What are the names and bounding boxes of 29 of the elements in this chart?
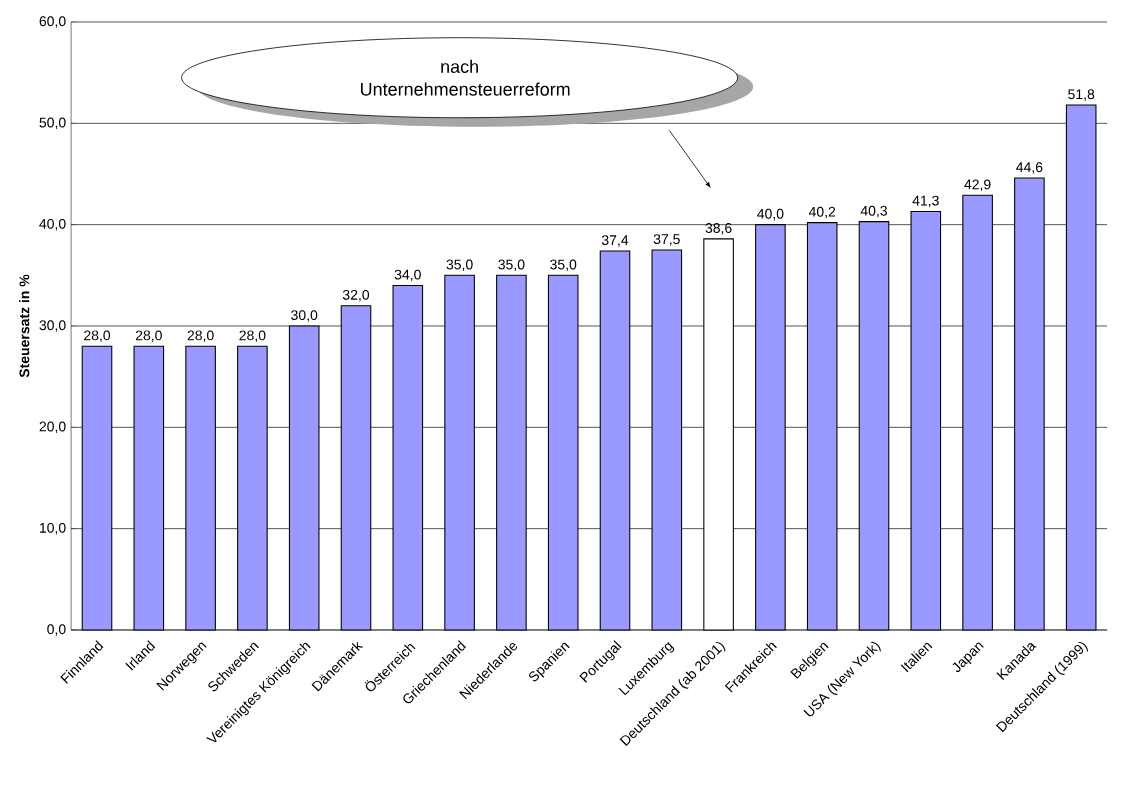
data-label: 28,0 [135,330,162,342]
data-label: 35,0 [498,259,525,272]
y-axis-title: Steuersatz in % [19,274,30,378]
data-label: 51,8 [1068,89,1095,101]
data-label: 40,3 [860,205,888,218]
data-label: 40,2 [808,206,836,219]
data-label: 42,9 [964,179,991,192]
data-label: 44,6 [1016,162,1043,174]
data-label: 37,5 [653,234,680,246]
annotation: nach Unternehmensteuerreform [360,59,570,96]
y-tick-label: 30,0 [39,320,66,332]
y-tick-label: 10,0 [39,522,66,535]
data-label: 37,4 [601,235,629,247]
data-label: 28,0 [84,330,111,342]
data-label: 35,0 [550,259,577,272]
data-label: 38,6 [705,223,732,235]
data-label: 28,0 [239,330,266,342]
y-tick-label: 20,0 [39,421,66,434]
y-tick-label: 60,0 [39,16,66,28]
y-tick-label: 50,0 [39,117,66,130]
data-label: 34,0 [394,269,421,282]
data-label: 35,0 [446,259,473,272]
data-label: 40,0 [757,208,784,221]
y-tick-label: 0,0 [47,624,66,636]
data-label: 41,3 [912,195,939,208]
data-label: 30,0 [291,310,318,322]
y-tick-label: 40,0 [39,218,66,231]
data-label: 28,0 [187,330,214,342]
data-label: 32,0 [342,289,370,302]
